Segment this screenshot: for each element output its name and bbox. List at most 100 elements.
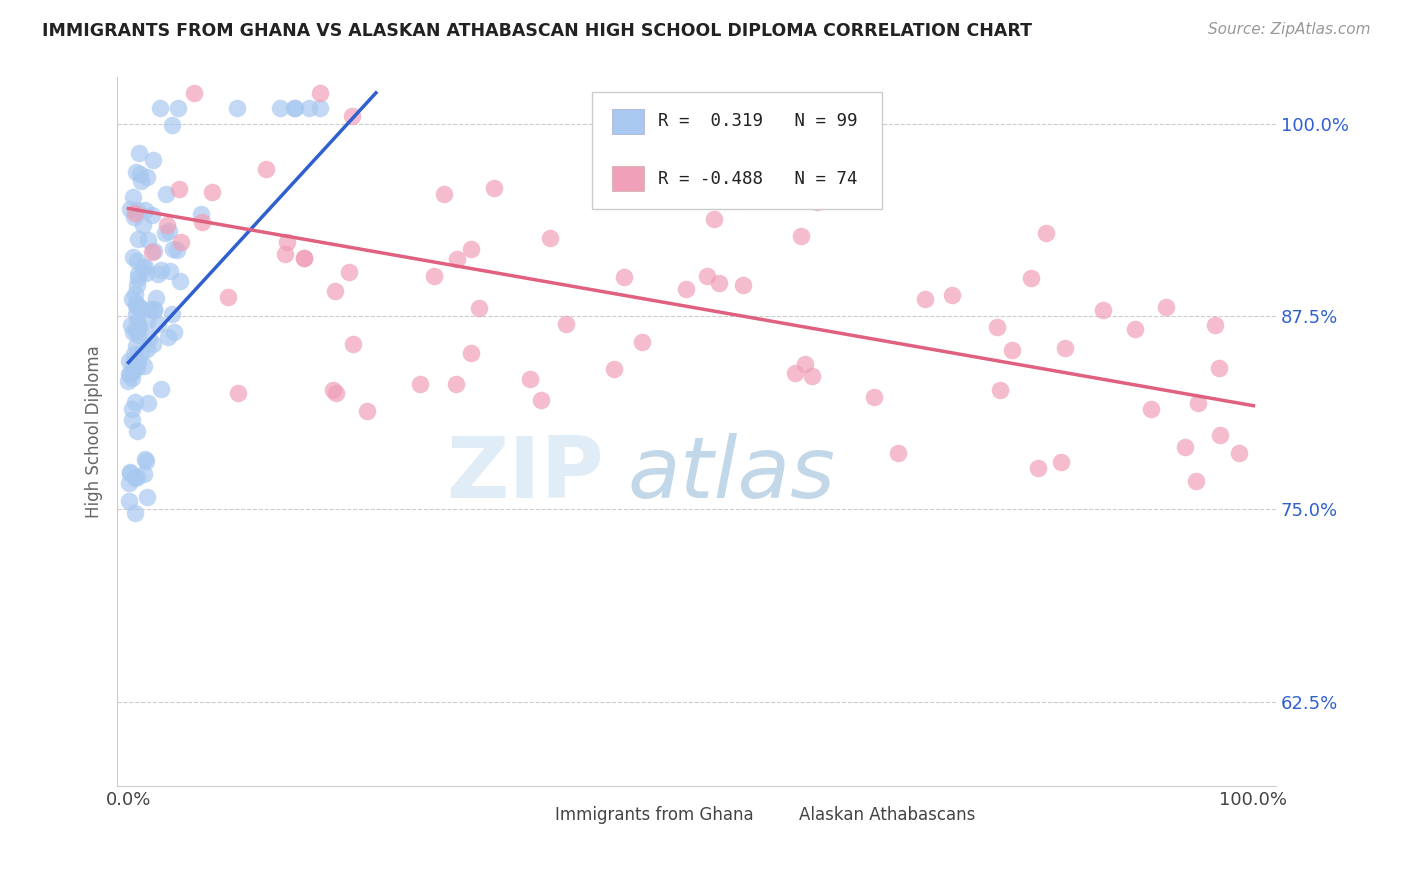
Point bbox=[460, 243, 482, 257]
Point bbox=[124, 339, 146, 353]
Point bbox=[1187, 396, 1209, 410]
Point bbox=[217, 290, 239, 304]
Point bbox=[125, 202, 148, 217]
Point bbox=[1026, 460, 1049, 475]
Point bbox=[120, 466, 142, 480]
Point bbox=[1227, 446, 1250, 460]
Point bbox=[156, 329, 179, 343]
Point bbox=[122, 210, 145, 224]
Point bbox=[125, 424, 148, 438]
Point bbox=[790, 229, 813, 244]
Point bbox=[118, 368, 141, 382]
Point bbox=[135, 170, 157, 185]
Point bbox=[274, 247, 297, 261]
Point bbox=[136, 396, 159, 410]
Point bbox=[309, 86, 332, 100]
Point bbox=[155, 187, 177, 202]
Point bbox=[941, 287, 963, 301]
Point bbox=[990, 384, 1012, 398]
Point bbox=[1123, 322, 1146, 336]
Point bbox=[125, 315, 148, 329]
Point bbox=[323, 285, 346, 299]
Text: atlas: atlas bbox=[627, 433, 835, 516]
Point bbox=[340, 109, 363, 123]
Point bbox=[121, 292, 143, 306]
Point bbox=[284, 101, 307, 115]
Point bbox=[124, 287, 146, 301]
Point bbox=[124, 205, 146, 219]
Point bbox=[356, 404, 378, 418]
Point bbox=[292, 252, 315, 266]
Point bbox=[142, 303, 165, 318]
Point bbox=[135, 343, 157, 357]
Point bbox=[125, 324, 148, 338]
Text: IMMIGRANTS FROM GHANA VS ALASKAN ATHABASCAN HIGH SCHOOL DIPLOMA CORRELATION CHAR: IMMIGRANTS FROM GHANA VS ALASKAN ATHABAS… bbox=[42, 22, 1032, 40]
Point bbox=[433, 186, 456, 201]
Point bbox=[139, 302, 162, 317]
Point bbox=[121, 371, 143, 385]
Point bbox=[141, 244, 163, 259]
Point bbox=[118, 354, 141, 368]
Point bbox=[613, 269, 636, 284]
Point bbox=[118, 466, 141, 480]
Point bbox=[887, 446, 910, 460]
Point bbox=[127, 271, 149, 285]
Point bbox=[134, 260, 156, 274]
Point bbox=[276, 235, 298, 249]
Point bbox=[325, 386, 347, 401]
Point bbox=[167, 101, 190, 115]
Point bbox=[1053, 341, 1076, 355]
Point bbox=[127, 328, 149, 343]
Point bbox=[283, 101, 305, 115]
Point bbox=[136, 491, 159, 505]
Point bbox=[149, 382, 172, 396]
Point bbox=[297, 101, 319, 115]
Point bbox=[163, 325, 186, 339]
Point bbox=[696, 268, 718, 283]
Point bbox=[132, 359, 155, 373]
Point bbox=[134, 452, 156, 467]
Point bbox=[422, 269, 444, 284]
Point bbox=[484, 181, 506, 195]
Point bbox=[121, 413, 143, 427]
Point bbox=[783, 367, 806, 381]
Point bbox=[135, 453, 157, 467]
Text: Source: ZipAtlas.com: Source: ZipAtlas.com bbox=[1208, 22, 1371, 37]
Point bbox=[793, 357, 815, 371]
Point bbox=[135, 314, 157, 328]
Text: R = -0.488   N = 74: R = -0.488 N = 74 bbox=[658, 169, 858, 188]
Point bbox=[1049, 455, 1071, 469]
Point bbox=[156, 218, 179, 232]
Point bbox=[149, 101, 172, 115]
Point bbox=[337, 265, 360, 279]
Point bbox=[125, 299, 148, 313]
Point bbox=[1208, 427, 1230, 442]
Point bbox=[800, 369, 823, 384]
Point bbox=[1174, 440, 1197, 454]
Point bbox=[254, 162, 277, 177]
Point bbox=[157, 224, 180, 238]
Bar bbox=[523, 807, 548, 823]
Point bbox=[129, 347, 152, 361]
Point bbox=[292, 252, 315, 266]
Point bbox=[149, 263, 172, 277]
Point bbox=[134, 202, 156, 217]
Point bbox=[707, 276, 730, 290]
FancyBboxPatch shape bbox=[592, 92, 882, 209]
Point bbox=[1204, 318, 1226, 332]
Point bbox=[128, 319, 150, 334]
Point bbox=[603, 361, 626, 376]
Point bbox=[135, 266, 157, 280]
Point bbox=[1140, 402, 1163, 417]
Point bbox=[121, 402, 143, 417]
Point bbox=[446, 252, 468, 266]
Point bbox=[129, 174, 152, 188]
Point bbox=[170, 235, 193, 249]
Point bbox=[675, 282, 697, 296]
Point bbox=[142, 153, 165, 167]
Point bbox=[519, 371, 541, 385]
Point bbox=[125, 165, 148, 179]
Point bbox=[124, 295, 146, 310]
Point bbox=[190, 215, 212, 229]
Point bbox=[322, 383, 344, 397]
